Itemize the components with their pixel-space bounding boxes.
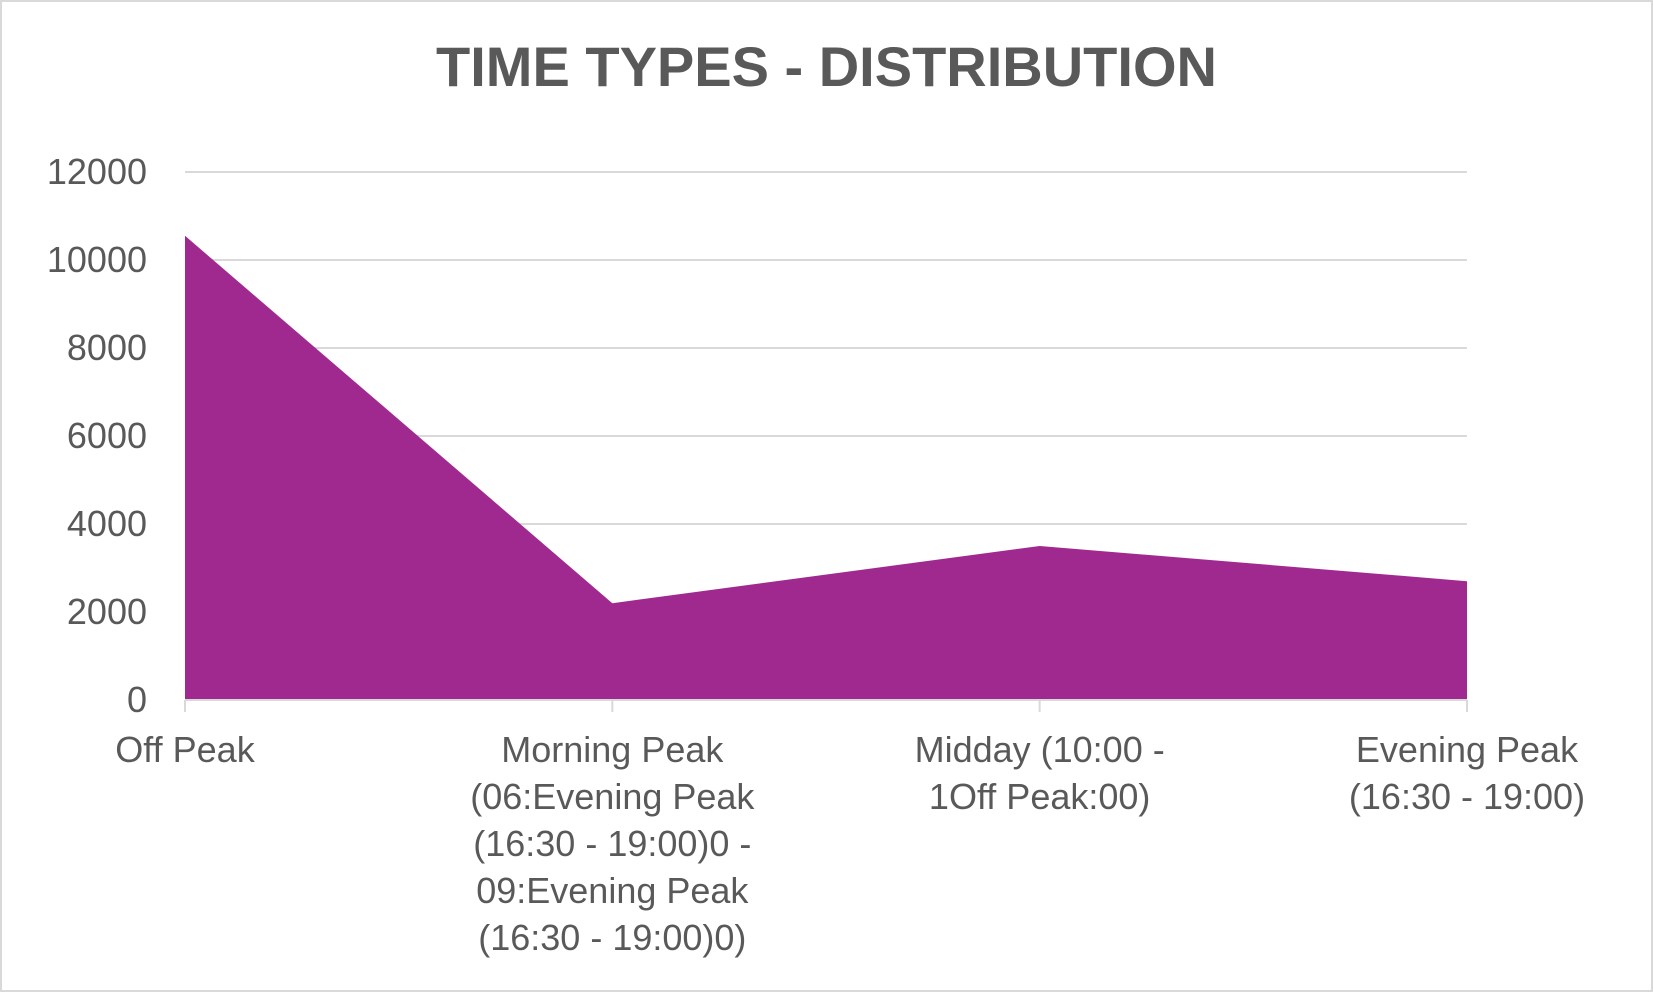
y-tick-label-2000: 2000 — [67, 591, 147, 632]
x-tick-label-1: Morning Peak (06:Evening Peak (16:30 - 19:… — [470, 729, 755, 958]
x-tick-label-line: 1Off Peak:00) — [929, 776, 1150, 817]
x-tick-label-line: Midday (10:00 - — [915, 729, 1165, 770]
series-area — [185, 235, 1467, 701]
y-tick-label-8000: 8000 — [67, 327, 147, 368]
chart-title: TIME TYPES - DISTRIBUTION — [436, 35, 1217, 98]
y-tick-label-12000: 12000 — [47, 151, 147, 192]
x-tick-label-line: (06:Evening Peak — [470, 776, 755, 817]
x-tick-label-line: Evening Peak — [1356, 729, 1579, 770]
x-tick-label-line: Off Peak — [115, 729, 255, 770]
y-tick-label-0: 0 — [127, 679, 147, 720]
x-tick-label-line: (16:30 - 19:00)0 - — [473, 823, 751, 864]
y-tick-label-4000: 4000 — [67, 503, 147, 544]
x-tick-label-line: (16:30 - 19:00)0) — [478, 917, 746, 958]
x-tick-label-line: Morning Peak — [501, 729, 724, 770]
x-tick-label-0: Off Peak — [115, 729, 255, 770]
x-tick-label-2: Midday (10:00 - 1Off Peak:00) — [915, 729, 1165, 817]
x-tick-label-line: 09:Evening Peak — [476, 870, 749, 911]
y-tick-label-10000: 10000 — [47, 239, 147, 280]
y-tick-label-6000: 6000 — [67, 415, 147, 456]
x-tick-label-3: Evening Peak (16:30 - 19:00) — [1349, 729, 1585, 817]
x-tick-label-line: (16:30 - 19:00) — [1349, 776, 1585, 817]
